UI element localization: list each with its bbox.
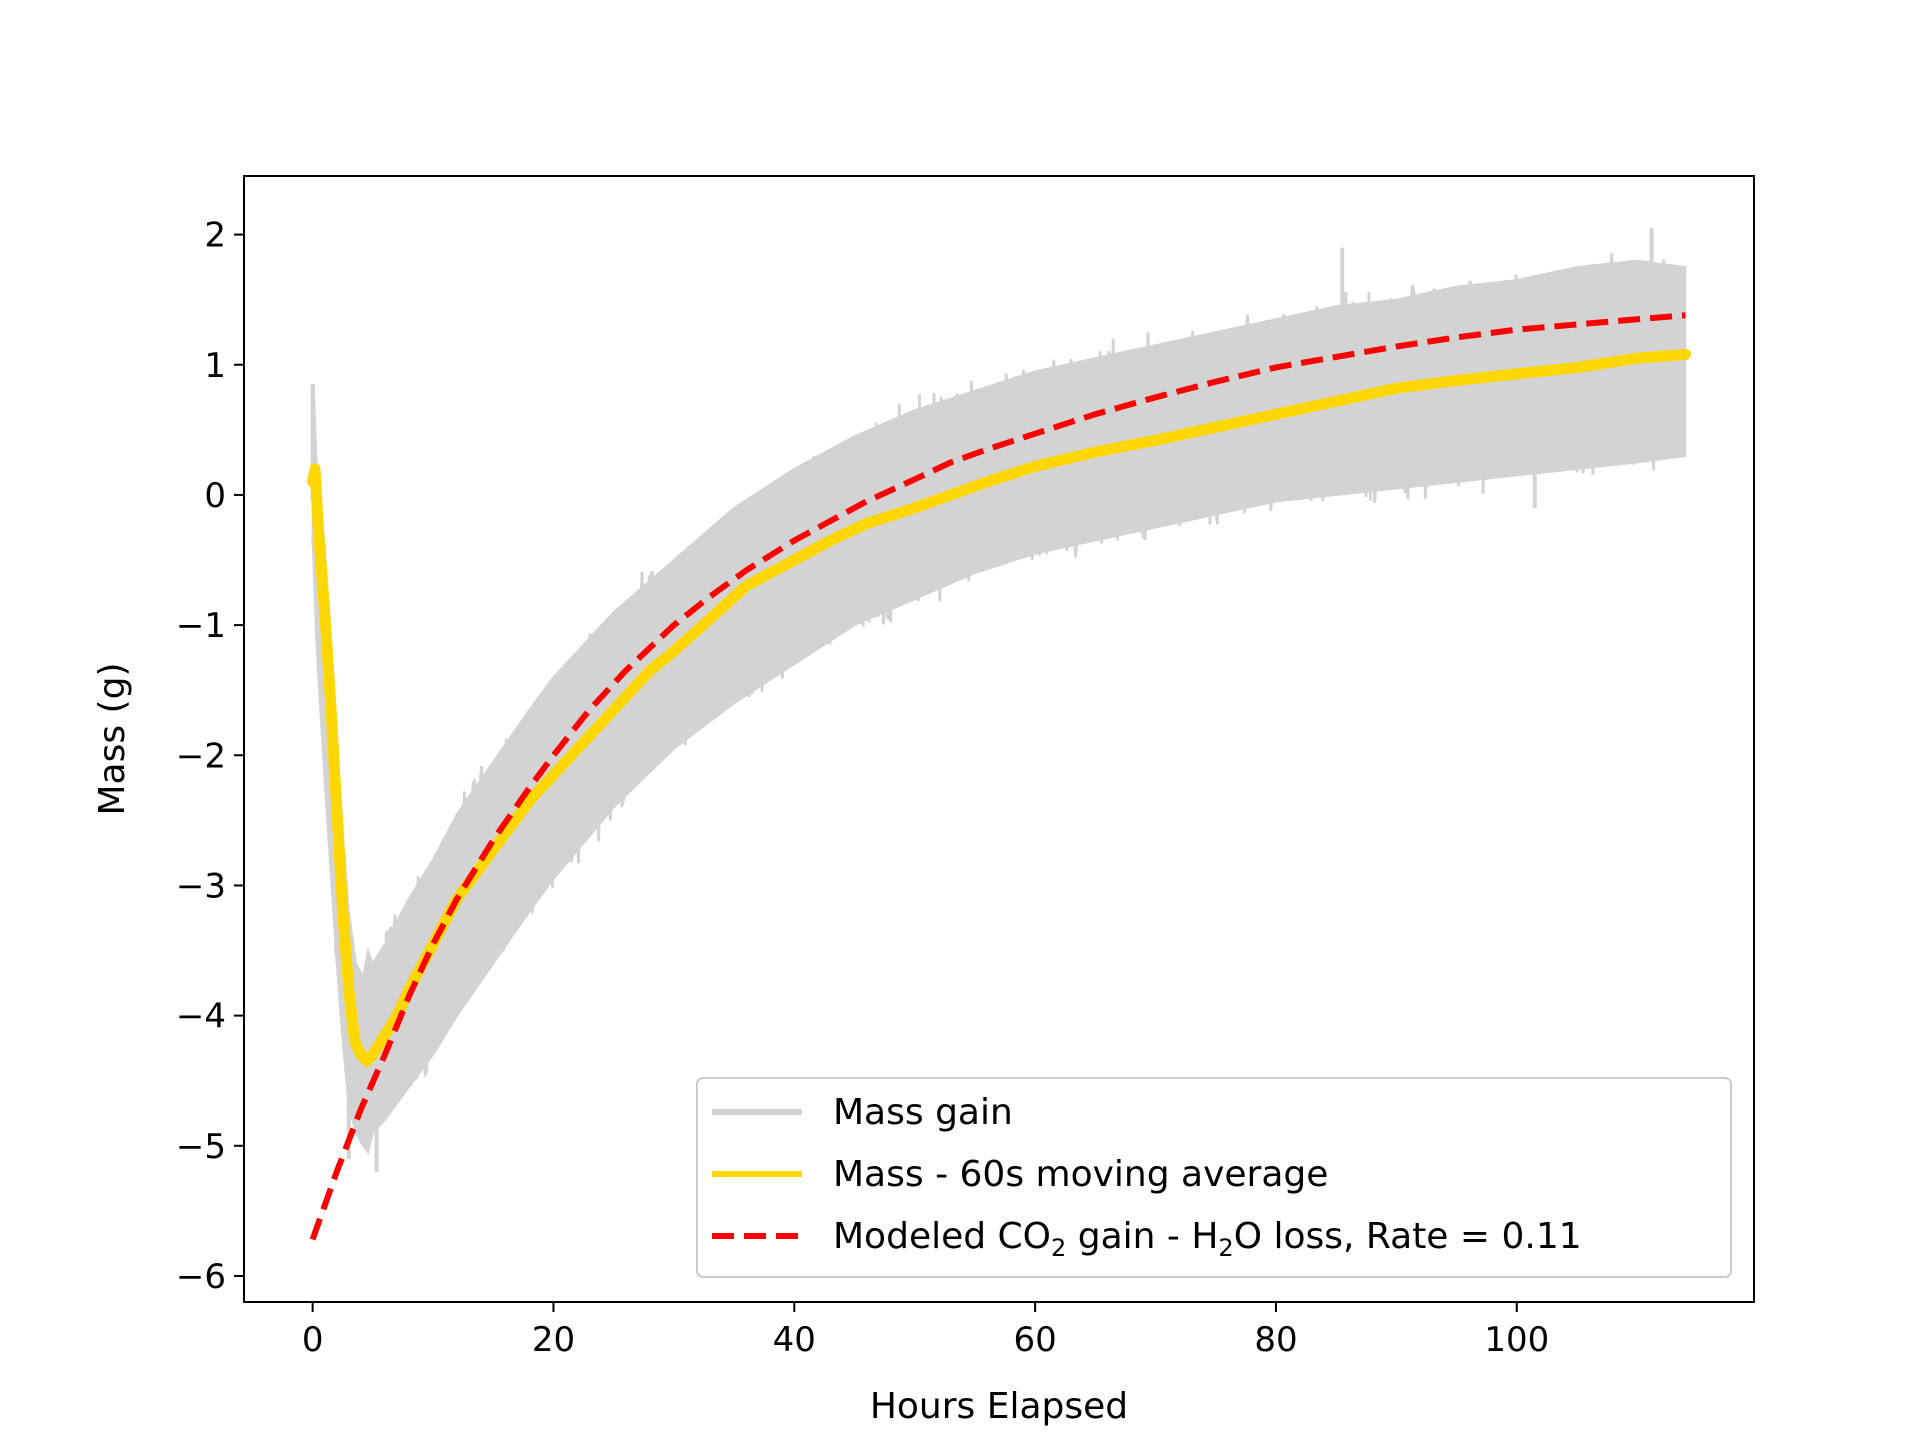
y-tick-label: −6 [176,1257,226,1297]
x-tick-label: 20 [532,1320,575,1360]
legend-model-part-2: gain - H [1066,1216,1218,1257]
x-tick-label: 40 [773,1320,816,1360]
x-axis-ticks: 0 20 40 60 80 100 [302,1302,1549,1360]
legend-box [696,1077,1732,1278]
legend-label-mass-gain: Mass gain [833,1092,1013,1133]
legend-model-sub-co2: 2 [1051,1234,1066,1262]
y-tick-label: 0 [204,476,226,516]
legend-label-model: Modeled CO2 gain - H2O loss, Rate = 0.11 [833,1216,1582,1262]
y-tick-label: −5 [176,1127,226,1167]
model-line [309,312,1686,1241]
plot-area [307,228,1691,1241]
legend-model-part-1: Modeled CO [833,1216,1051,1257]
moving-average-line [307,348,1691,1067]
y-tick-label: −3 [176,866,226,906]
x-tick-label: 60 [1013,1320,1056,1360]
legend-model-part-3: O loss, Rate = 0.11 [1234,1216,1582,1257]
x-tick-label: 80 [1254,1320,1297,1360]
x-tick-label: 0 [302,1320,324,1360]
legend-label-moving-average: Mass - 60s moving average [833,1154,1328,1195]
y-tick-label: 2 [204,216,226,256]
moving-average-layer [307,348,1691,1067]
mass-gain-band [310,228,1687,1172]
y-axis-label: Mass (g) [92,662,133,815]
y-axis-ticks: −6 −5 −4 −3 −2 −1 0 1 2 [176,216,244,1297]
x-axis-label: Hours Elapsed [870,1386,1128,1427]
legend: Mass gain Mass - 60s moving average Mode… [696,1077,1732,1278]
mass-gain-line [311,252,1686,1135]
x-tick-label: 100 [1484,1320,1549,1360]
model-layer [309,312,1686,1241]
y-tick-label: −4 [176,997,226,1037]
plot-frame [243,175,1755,1303]
y-tick-label: −1 [176,606,226,646]
y-tick-label: 1 [204,346,226,386]
legend-model-sub-h2o: 2 [1218,1234,1233,1262]
y-tick-label: −2 [176,736,226,776]
